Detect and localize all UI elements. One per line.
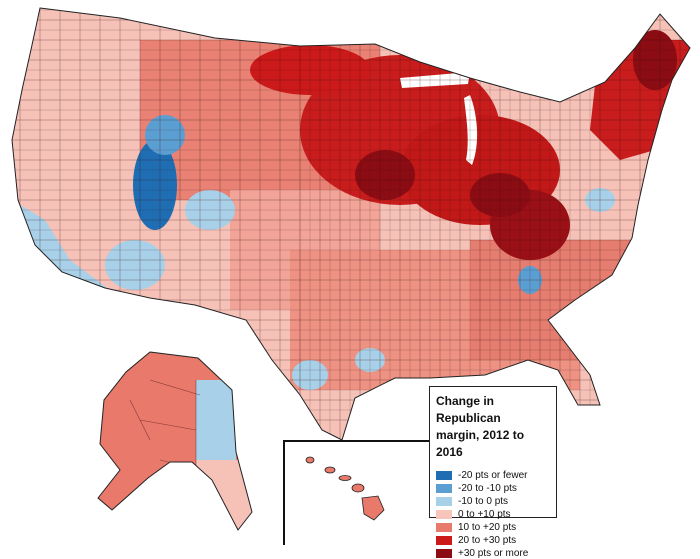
hawaii-island-molokai <box>338 475 352 481</box>
county-map <box>11 7 691 531</box>
legend-swatch <box>436 535 452 545</box>
legend-item: 10 to +20 pts <box>436 521 550 533</box>
legend-item: +30 pts or more <box>436 547 550 559</box>
inset-divider-horizontal <box>283 440 429 442</box>
legend-label: -20 pts or fewer <box>458 469 528 481</box>
legend-label: 20 to +30 pts <box>458 534 517 546</box>
hawaii-island-maui <box>351 483 365 493</box>
us-outline <box>11 7 691 441</box>
lake-michigan <box>464 95 478 165</box>
legend-item: 20 to +30 pts <box>436 534 550 546</box>
legend-swatch <box>436 496 452 506</box>
inset-divider-vertical <box>283 440 285 545</box>
region-california <box>12 200 110 290</box>
legend-title-line1: Change in Republican <box>436 394 501 425</box>
legend-label: +30 pts or more <box>458 547 529 559</box>
legend-swatch <box>436 483 452 493</box>
legend-label: 0 to +10 pts <box>458 508 511 520</box>
legend-swatch <box>436 509 452 519</box>
hawaii-island-big <box>361 495 385 521</box>
alaska-east <box>196 380 236 460</box>
alaska-outline <box>97 351 253 531</box>
legend-item: -10 to 0 pts <box>436 495 550 507</box>
legend-item: -20 to -10 pts <box>436 482 550 494</box>
region-utah-edge <box>145 115 185 155</box>
region-arizona <box>105 240 165 290</box>
legend-item: -20 pts or fewer <box>436 469 550 481</box>
legend-swatch <box>436 522 452 532</box>
legend-title: Change in Republican margin, 2012 to 201… <box>436 393 550 461</box>
region-rio-grande <box>292 360 328 390</box>
region-iowa <box>355 150 415 200</box>
legend-swatch <box>436 470 452 480</box>
legend-label: 10 to +20 pts <box>458 521 517 533</box>
hawaii-map <box>305 456 385 521</box>
alaska-map <box>97 351 253 531</box>
map-legend: Change in Republican margin, 2012 to 201… <box>429 386 557 559</box>
legend-label: -10 to 0 pts <box>458 495 509 507</box>
alaska-southeast <box>196 460 252 530</box>
hawaii-island-kauai <box>305 456 315 464</box>
region-utah <box>133 140 177 230</box>
legend-label: -20 to -10 pts <box>458 482 517 494</box>
legend-title-line2: margin, 2012 to 2016 <box>436 428 525 459</box>
legend-item: 0 to +10 pts <box>436 508 550 520</box>
contiguous-us-map <box>11 7 691 441</box>
legend-swatch <box>436 548 452 558</box>
hawaii-island-oahu <box>324 466 336 474</box>
